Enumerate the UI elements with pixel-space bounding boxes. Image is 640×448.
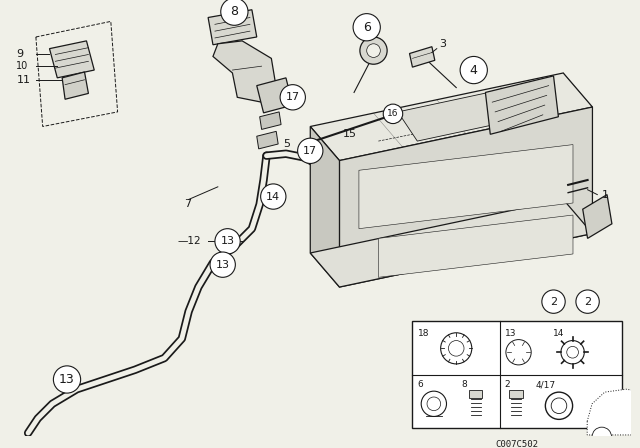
Polygon shape — [339, 107, 593, 287]
Text: C007C502: C007C502 — [495, 440, 538, 448]
Text: 10: 10 — [17, 61, 29, 71]
Circle shape — [545, 392, 573, 419]
Polygon shape — [213, 41, 276, 102]
Circle shape — [53, 366, 81, 393]
Polygon shape — [410, 47, 435, 67]
Circle shape — [542, 290, 565, 313]
Bar — [412, 321, 621, 428]
Polygon shape — [485, 76, 558, 134]
Polygon shape — [582, 194, 612, 238]
Text: 2: 2 — [550, 297, 557, 306]
Text: 3: 3 — [438, 39, 445, 49]
Text: 13: 13 — [59, 373, 75, 386]
Circle shape — [506, 340, 531, 365]
Text: 14: 14 — [553, 329, 564, 338]
Text: 2: 2 — [584, 297, 591, 306]
Circle shape — [441, 333, 472, 364]
Circle shape — [383, 104, 403, 124]
Circle shape — [260, 184, 286, 209]
Text: 4/17: 4/17 — [536, 380, 556, 389]
Text: 15: 15 — [342, 129, 356, 139]
Circle shape — [367, 44, 380, 57]
Circle shape — [637, 397, 640, 411]
Polygon shape — [208, 10, 257, 45]
Text: 6: 6 — [417, 380, 423, 389]
Text: 18: 18 — [419, 329, 430, 338]
Polygon shape — [587, 389, 640, 435]
Polygon shape — [469, 390, 483, 398]
Text: 16: 16 — [387, 109, 399, 118]
Text: 8: 8 — [461, 380, 467, 389]
Polygon shape — [310, 126, 339, 287]
Circle shape — [360, 37, 387, 64]
Polygon shape — [62, 72, 88, 99]
Circle shape — [210, 252, 236, 277]
Circle shape — [427, 397, 441, 411]
Circle shape — [592, 427, 612, 447]
Polygon shape — [310, 73, 593, 160]
Text: 11: 11 — [17, 75, 31, 85]
Polygon shape — [260, 112, 281, 129]
Text: 13: 13 — [216, 260, 230, 270]
Circle shape — [576, 290, 599, 313]
Text: 6: 6 — [363, 21, 371, 34]
Circle shape — [353, 13, 380, 41]
Polygon shape — [398, 83, 554, 141]
Circle shape — [387, 107, 401, 121]
Circle shape — [215, 228, 240, 254]
Polygon shape — [257, 131, 278, 149]
Circle shape — [561, 340, 584, 364]
Circle shape — [449, 340, 464, 356]
Text: 8: 8 — [230, 5, 238, 18]
Text: 17: 17 — [303, 146, 317, 156]
Text: 4: 4 — [470, 64, 477, 77]
Text: 9: 9 — [17, 49, 24, 60]
Text: 2: 2 — [504, 380, 510, 389]
Text: 14: 14 — [266, 192, 280, 202]
Polygon shape — [378, 215, 573, 277]
Circle shape — [421, 391, 447, 417]
Circle shape — [460, 56, 488, 84]
Polygon shape — [49, 41, 94, 78]
Circle shape — [636, 427, 640, 447]
Polygon shape — [509, 390, 523, 398]
Circle shape — [298, 138, 323, 164]
Text: 5: 5 — [283, 139, 290, 149]
Text: 1: 1 — [602, 190, 609, 200]
Polygon shape — [359, 145, 573, 228]
Text: 13: 13 — [504, 329, 516, 338]
Circle shape — [567, 346, 579, 358]
Circle shape — [221, 0, 248, 25]
Polygon shape — [310, 199, 593, 287]
Circle shape — [551, 398, 567, 414]
Text: 7: 7 — [184, 199, 191, 209]
Text: —12: —12 — [178, 236, 202, 246]
Polygon shape — [257, 78, 292, 113]
Circle shape — [280, 85, 305, 110]
Text: 17: 17 — [285, 92, 300, 102]
Text: 13: 13 — [221, 236, 235, 246]
